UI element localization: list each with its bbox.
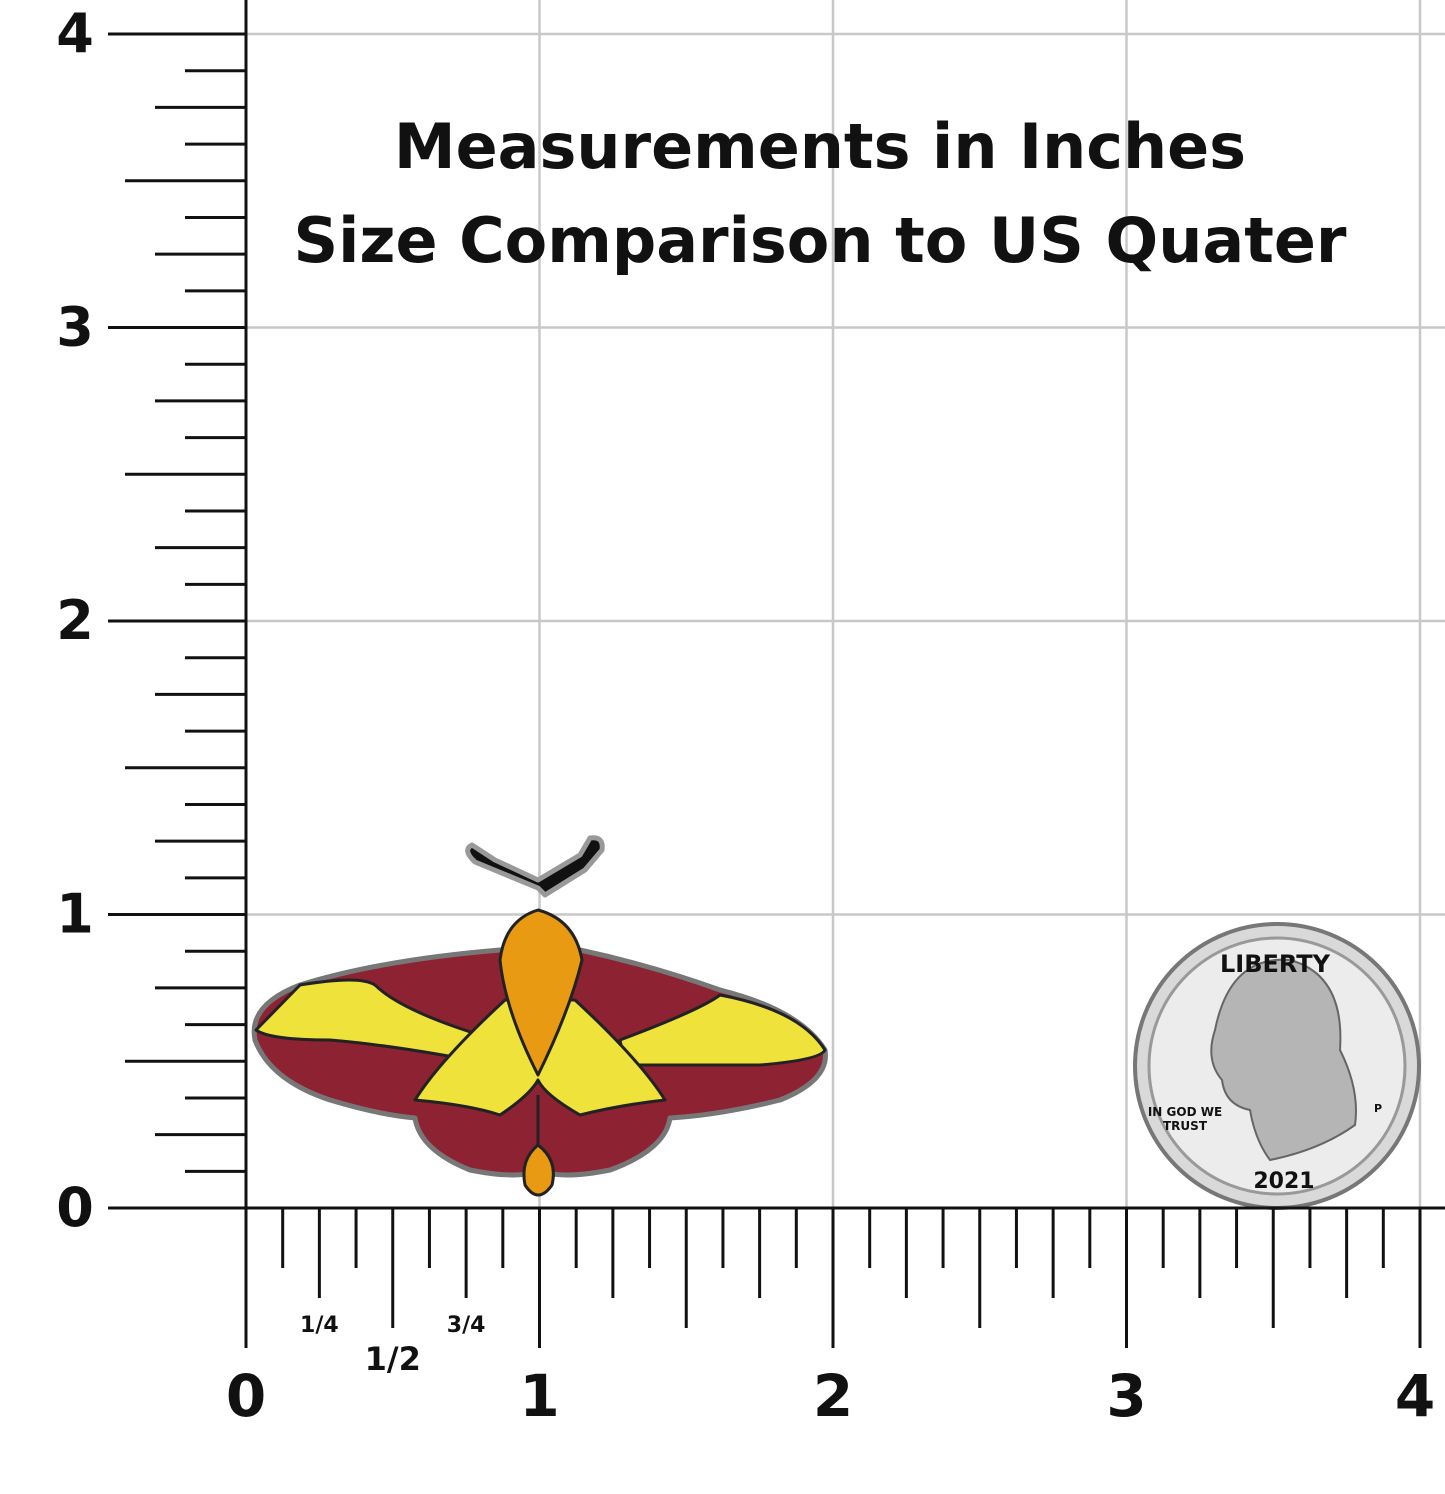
x-label: 0: [226, 1362, 266, 1430]
coin-motto-1: IN GOD WE: [1148, 1105, 1222, 1119]
coin-liberty: LIBERTY: [1220, 950, 1331, 978]
ticks: [108, 32, 1422, 1348]
fraction-label: 3/4: [447, 1313, 486, 1338]
y-label: 2: [56, 589, 94, 652]
x-label: 2: [813, 1362, 853, 1430]
quarter-coin: LIBERTY IN GOD WE TRUST 2021 P: [1133, 922, 1421, 1210]
x-label: 1: [519, 1362, 559, 1430]
y-label: 1: [56, 883, 94, 946]
coin-motto-2: TRUST: [1163, 1119, 1208, 1133]
title-line-2: Size Comparison to US Quater: [294, 204, 1347, 277]
grid: [246, 0, 1445, 1208]
coin-year: 2021: [1253, 1169, 1314, 1194]
fraction-label: 1/4: [300, 1313, 339, 1338]
moth-pin: [251, 835, 828, 1197]
y-label: 0: [56, 1176, 94, 1239]
y-label: 4: [56, 2, 94, 65]
y-label: 3: [56, 296, 94, 359]
x-label: 3: [1106, 1362, 1146, 1430]
fraction-label: 1/2: [365, 1340, 421, 1378]
coin-mint: P: [1374, 1102, 1382, 1115]
title-line-1: Measurements in Inches: [394, 110, 1246, 183]
x-label: 4: [1395, 1362, 1435, 1430]
